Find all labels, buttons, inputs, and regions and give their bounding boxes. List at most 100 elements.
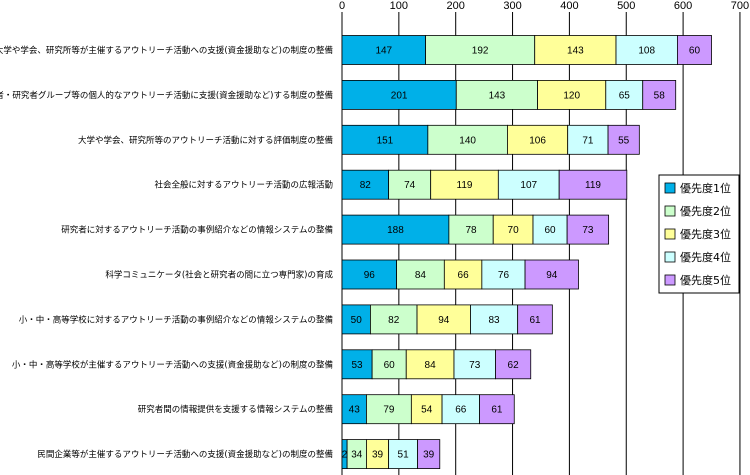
x-tick-label: 700 [731, 0, 749, 12]
bar-segment [341, 169, 390, 200]
bar-segment [417, 439, 441, 470]
data-label: 143 [567, 46, 584, 57]
bar-segment [370, 304, 418, 335]
data-label: 53 [352, 360, 364, 371]
legend-swatch [664, 274, 676, 286]
data-label: 94 [546, 270, 558, 281]
bars: 147 192 143 108 60 201 143 120 65 58 151 140 106 71 55… [341, 35, 712, 470]
bar-segment [410, 394, 443, 425]
data-label: 96 [364, 270, 376, 281]
bar-segment [470, 304, 519, 335]
bar-segment [532, 214, 568, 245]
data-label: 140 [459, 135, 476, 146]
bar-segment [566, 214, 610, 245]
data-label: 79 [383, 405, 395, 416]
data-label: 73 [582, 225, 594, 236]
data-label: 60 [384, 360, 396, 371]
data-label: 151 [377, 135, 394, 146]
legend-label: 優先度1位 [680, 181, 731, 195]
data-label: 34 [351, 450, 363, 461]
bar-segment [497, 169, 560, 200]
data-label: 73 [469, 360, 481, 371]
data-label: 60 [545, 225, 557, 236]
category-label: 小・中・高等学校に対するアウトリーチ活動の事例紹介などの情報システムの整備 [19, 314, 334, 325]
bar-segment [524, 259, 579, 290]
data-label: 55 [618, 135, 630, 146]
data-label: 76 [498, 270, 510, 281]
data-label: 78 [465, 225, 477, 236]
bar-segment [558, 169, 628, 200]
x-tick-label: 600 [674, 0, 692, 12]
bar-segment [443, 259, 483, 290]
legend-swatch [664, 228, 676, 240]
bar-segment [341, 349, 373, 380]
legend-swatch [664, 205, 676, 217]
category-label: 科学コミュニケータ(社会と研究者の間に立つ専門家)の育成 [105, 270, 333, 281]
bar-segment [534, 35, 617, 65]
bar-segment [425, 35, 536, 65]
data-label: 106 [529, 135, 546, 146]
legend-swatch [664, 251, 676, 263]
data-label: 119 [585, 180, 601, 191]
data-label: 83 [489, 315, 501, 326]
data-label: 61 [529, 315, 541, 326]
data-label: 147 [375, 46, 392, 57]
x-tick-label: 400 [560, 0, 578, 12]
data-label: 84 [425, 360, 437, 371]
bar-segment [341, 214, 450, 245]
bar-segment [677, 35, 712, 65]
bar-segment [537, 80, 607, 110]
bar-segment [416, 304, 471, 335]
data-label: 43 [349, 405, 361, 416]
data-label: 62 [508, 360, 520, 371]
x-tick-label: 100 [390, 0, 408, 12]
data-label: 39 [372, 450, 384, 461]
bar-segment [396, 259, 445, 290]
data-label: 2 [342, 450, 348, 461]
bar-segment [605, 80, 644, 110]
bar-segment [507, 124, 569, 155]
data-label: 50 [351, 315, 363, 326]
data-label: 66 [455, 405, 467, 416]
bar-segment [492, 214, 534, 245]
data-label: 192 [472, 46, 489, 57]
bar-segment [495, 349, 532, 380]
data-label: 39 [423, 450, 435, 461]
data-label: 61 [491, 405, 503, 416]
x-axis-ticks: 0 100 200 300 400 500 600 700 [339, 0, 749, 12]
category-label: 研究者間の情報提供を支援する情報システムの整備 [138, 404, 334, 415]
x-tick-label: 500 [617, 0, 635, 12]
bar-segment [366, 394, 412, 425]
bar-segment [517, 304, 553, 335]
bar-segment [341, 80, 457, 110]
data-label: 107 [520, 180, 537, 191]
data-label: 201 [391, 90, 408, 101]
bar-segment [448, 214, 494, 245]
category-label: 社会全般に対するアウトリーチ活動の広報活動 [154, 180, 333, 191]
data-label: 188 [387, 225, 404, 236]
data-label: 119 [457, 180, 473, 191]
bar-segment [341, 259, 397, 290]
x-tick-label: 200 [447, 0, 465, 12]
data-label: 82 [360, 180, 372, 191]
data-label: 120 [563, 90, 580, 101]
bar-segment [441, 394, 480, 425]
bar-segment [453, 349, 496, 380]
legend-label: 優先度2位 [680, 204, 731, 218]
data-label: 54 [421, 405, 433, 416]
data-label: 84 [415, 270, 427, 281]
bar-segment [430, 169, 499, 200]
category-label: 研究者に対するアウトリーチ活動の事例紹介などの情報システムの整備 [61, 225, 333, 236]
bar-segment [455, 80, 538, 110]
legend-swatch [664, 182, 676, 194]
category-label: 研究者・研究者グループ等の個人的なアウトリーチ活動に支援(資金援助など)する制度… [0, 90, 333, 101]
legend-label: 優先度4位 [680, 250, 731, 264]
bar-segment [388, 169, 432, 200]
bar-segment [479, 394, 515, 425]
legend-label: 優先度3位 [680, 227, 731, 241]
data-label: 65 [619, 90, 631, 101]
data-label: 58 [654, 90, 666, 101]
bar-segment [642, 80, 677, 110]
category-labels: 大学や学会、研究所等が主催するアウトリーチ活動への支援(資金援助など)の制度の整… [0, 45, 333, 460]
category-label: 大学や学会、研究所等が主催するアウトリーチ活動への支援(資金援助など)の制度の整… [0, 45, 333, 56]
